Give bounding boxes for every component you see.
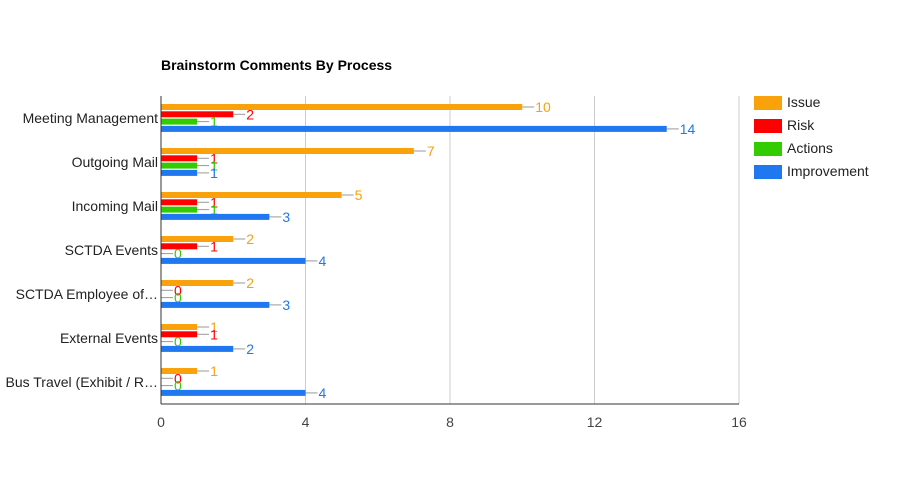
chart-title: Brainstorm Comments By Process bbox=[161, 57, 392, 73]
legend-swatch-actions bbox=[754, 142, 782, 156]
data-label-actions-3: 0 bbox=[174, 246, 182, 262]
legend-label-risk: Risk bbox=[787, 117, 815, 133]
bar-risk-0 bbox=[161, 111, 234, 118]
bar-improvement-5 bbox=[161, 345, 234, 352]
bar-issue-1 bbox=[161, 148, 414, 154]
legend-swatch-issue bbox=[754, 96, 782, 110]
category-label-0: Meeting Management bbox=[23, 110, 159, 126]
data-label-risk-1: 1 bbox=[210, 150, 218, 166]
legend-label-improvement: Improvement bbox=[787, 163, 869, 179]
category-label-6: Bus Travel (Exhibit / R… bbox=[6, 374, 159, 390]
bar-risk-5 bbox=[161, 331, 198, 338]
data-label-improvement-0: 14 bbox=[680, 121, 696, 137]
data-label-risk-5: 1 bbox=[210, 326, 218, 342]
data-label-improvement-1: 1 bbox=[210, 165, 218, 181]
data-label-actions-5: 0 bbox=[174, 334, 182, 350]
category-label-5: External Events bbox=[60, 330, 158, 346]
legend-swatch-risk bbox=[754, 119, 782, 133]
x-tick-label-12: 12 bbox=[587, 414, 603, 430]
bar-improvement-1 bbox=[161, 169, 198, 176]
bar-actions-2 bbox=[161, 206, 198, 213]
x-tick-label-0: 0 bbox=[157, 414, 165, 430]
x-tick-label-16: 16 bbox=[731, 414, 747, 430]
bar-improvement-0 bbox=[161, 125, 667, 132]
category-label-2: Incoming Mail bbox=[72, 198, 158, 214]
legend-label-issue: Issue bbox=[787, 94, 821, 110]
bar-actions-1 bbox=[161, 162, 198, 169]
bar-improvement-3 bbox=[161, 257, 306, 264]
category-label-4: SCTDA Employee of… bbox=[16, 286, 158, 302]
data-label-improvement-5: 2 bbox=[246, 341, 254, 357]
data-label-issue-6: 1 bbox=[210, 363, 218, 379]
data-label-issue-0: 10 bbox=[535, 99, 551, 115]
data-label-improvement-3: 4 bbox=[319, 253, 327, 269]
bar-risk-1 bbox=[161, 155, 198, 162]
data-label-improvement-2: 3 bbox=[282, 209, 290, 225]
bar-issue-2 bbox=[161, 192, 342, 198]
data-label-actions-1: 1 bbox=[210, 158, 218, 174]
bar-actions-0 bbox=[161, 118, 198, 125]
data-label-risk-4: 0 bbox=[174, 282, 182, 298]
data-label-issue-5: 1 bbox=[210, 319, 218, 335]
data-label-issue-1: 7 bbox=[427, 143, 435, 159]
data-label-risk-2: 1 bbox=[210, 194, 218, 210]
x-tick-label-8: 8 bbox=[446, 414, 454, 430]
data-label-risk-3: 1 bbox=[210, 238, 218, 254]
grid bbox=[305, 96, 740, 404]
legend-swatch-improvement bbox=[754, 165, 782, 179]
data-label-actions-0: 1 bbox=[210, 114, 218, 130]
bar-issue-4 bbox=[161, 280, 234, 286]
data-label-risk-6: 0 bbox=[174, 370, 182, 386]
data-label-issue-3: 2 bbox=[246, 231, 254, 247]
bar-issue-5 bbox=[161, 324, 198, 330]
bar-improvement-6 bbox=[161, 389, 306, 396]
data-label-issue-2: 5 bbox=[355, 187, 363, 203]
data-label-actions-4: 0 bbox=[174, 290, 182, 306]
data-label-actions-2: 1 bbox=[210, 202, 218, 218]
category-label-1: Outgoing Mail bbox=[72, 154, 158, 170]
bar-issue-6 bbox=[161, 368, 198, 374]
data-label-improvement-4: 3 bbox=[282, 297, 290, 313]
bar-issue-3 bbox=[161, 236, 234, 242]
category-label-3: SCTDA Events bbox=[65, 242, 158, 258]
data-label-actions-6: 0 bbox=[174, 378, 182, 394]
bar-improvement-4 bbox=[161, 301, 270, 308]
x-tick-label-4: 4 bbox=[302, 414, 310, 430]
data-label-improvement-6: 4 bbox=[319, 385, 327, 401]
bar-issue-0 bbox=[161, 104, 523, 110]
data-label-risk-0: 2 bbox=[246, 106, 254, 122]
data-label-issue-4: 2 bbox=[246, 275, 254, 291]
bar-risk-3 bbox=[161, 243, 198, 250]
legend: Issue Risk Actions Improvement bbox=[754, 94, 869, 179]
legend-label-actions: Actions bbox=[787, 140, 833, 156]
bar-improvement-2 bbox=[161, 213, 270, 220]
bar-risk-2 bbox=[161, 199, 198, 206]
